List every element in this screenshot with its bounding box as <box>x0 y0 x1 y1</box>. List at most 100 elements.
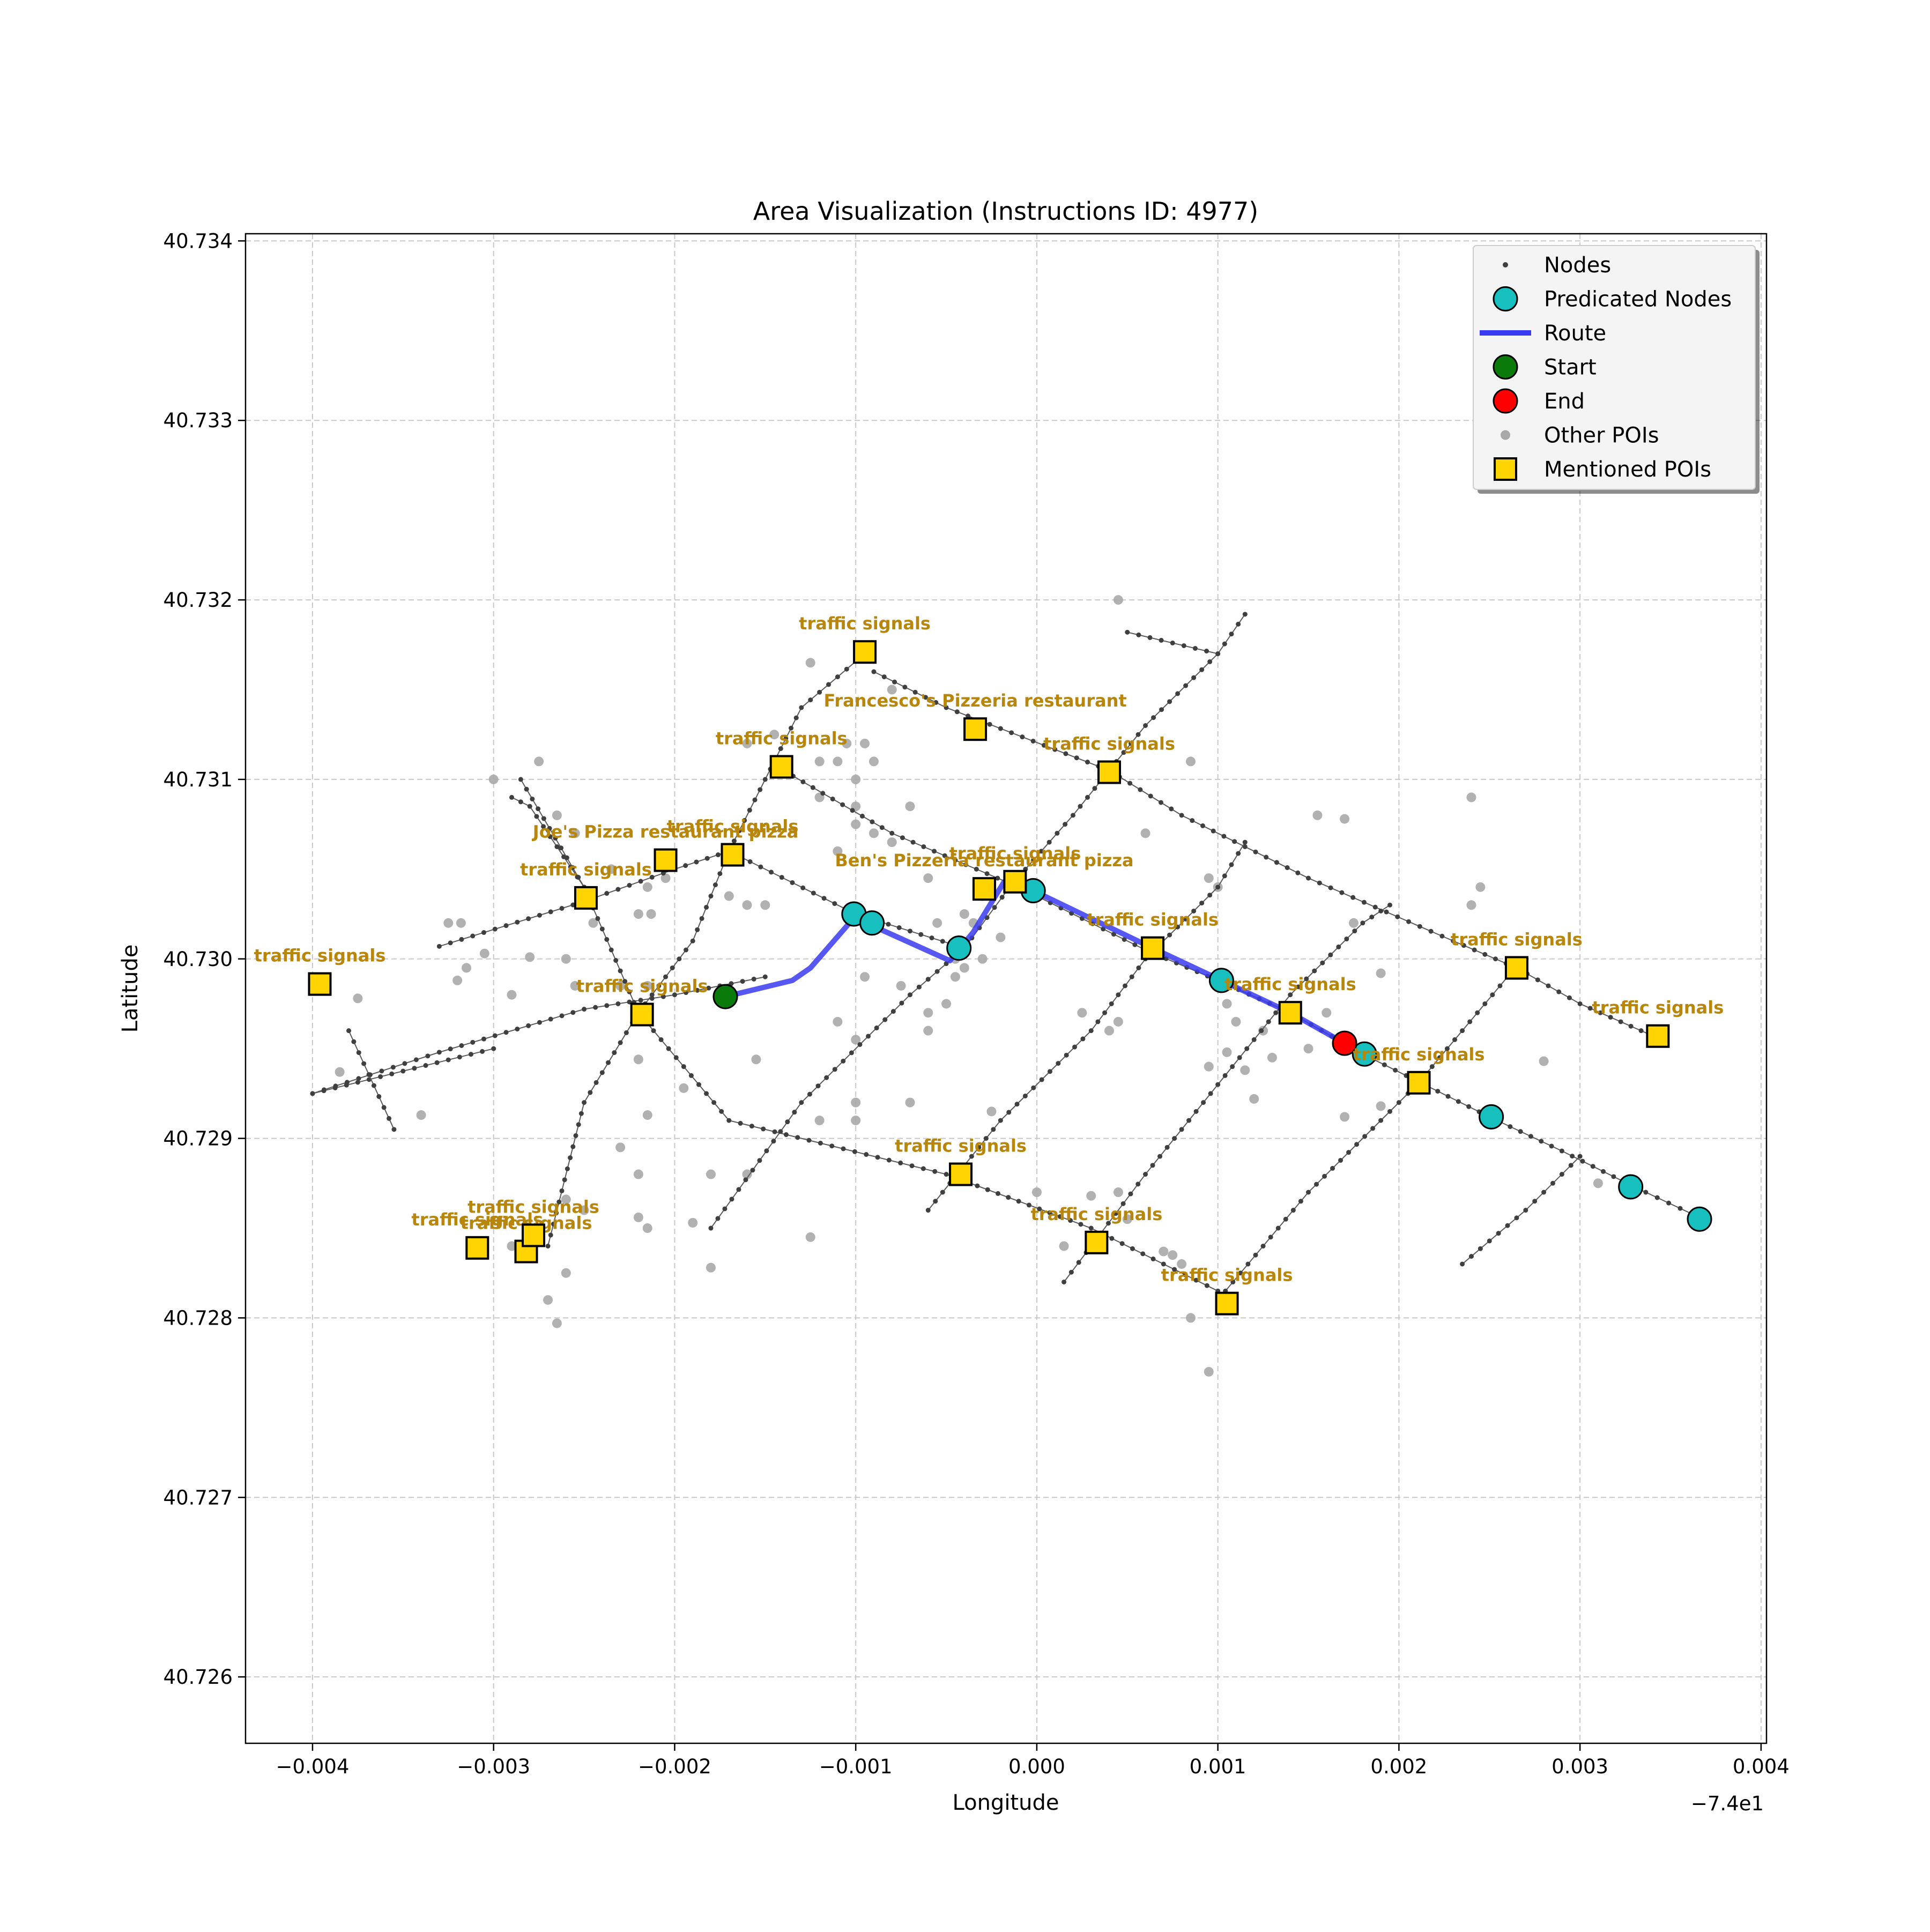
node-point <box>1330 1165 1335 1171</box>
node-point <box>916 984 922 990</box>
node-point <box>1074 755 1079 761</box>
node-point <box>434 1060 440 1065</box>
node-point <box>1138 787 1143 792</box>
other-poi-point <box>579 1205 589 1215</box>
node-point <box>1274 860 1279 865</box>
node-point <box>1452 1037 1458 1042</box>
other-poi-point <box>561 954 571 964</box>
other-poi-point <box>1312 810 1323 820</box>
node-point <box>1451 938 1456 943</box>
mentioned-poi-label: traffic signals <box>520 859 652 880</box>
other-poi-point <box>941 999 952 1009</box>
node-point <box>638 998 643 1003</box>
node-point <box>1128 1191 1133 1197</box>
node-point <box>1159 800 1164 805</box>
node-point <box>1370 1126 1376 1131</box>
other-poi-point <box>833 1016 843 1027</box>
node-point <box>824 1075 829 1080</box>
node-point <box>870 819 875 824</box>
node-point <box>1339 890 1345 895</box>
node-point <box>1088 1225 1094 1231</box>
other-poi-point <box>724 891 734 901</box>
node-point <box>670 965 675 970</box>
node-point <box>1078 1222 1083 1227</box>
node-point <box>457 1054 462 1060</box>
node-point <box>1396 1100 1401 1105</box>
node-point <box>944 1172 949 1177</box>
other-poi-point <box>633 909 643 919</box>
node-point <box>1601 1169 1606 1174</box>
node-point <box>530 796 535 801</box>
node-point <box>459 1043 464 1049</box>
legend-predicated-icon <box>1493 286 1518 311</box>
x-tick-label: 0.004 <box>1733 1755 1790 1778</box>
mentioned-poi-label: traffic signals <box>716 728 848 748</box>
node-point <box>761 1126 766 1132</box>
node-point <box>376 1094 382 1099</box>
other-poi-point <box>1376 968 1386 978</box>
node-point <box>694 859 699 865</box>
node-point <box>1164 1145 1170 1150</box>
node-point <box>1439 933 1445 939</box>
node-point <box>547 834 553 839</box>
node-point <box>660 871 666 876</box>
node-point <box>1296 984 1301 990</box>
node-point <box>1088 1028 1094 1034</box>
node-point <box>889 830 895 836</box>
node-point <box>923 695 928 700</box>
node-point <box>534 814 539 819</box>
node-point <box>1190 818 1195 823</box>
node-point <box>1056 1061 1061 1066</box>
node-point <box>1095 1019 1101 1024</box>
mentioned-poi-marker <box>1215 1291 1239 1316</box>
node-point <box>1577 1154 1583 1159</box>
node-point <box>570 865 575 870</box>
node-point <box>559 905 565 911</box>
y-tick-label: 40.730 <box>164 948 233 971</box>
node-point <box>751 976 756 982</box>
other-poi-point <box>646 909 656 919</box>
node-point <box>1211 828 1216 834</box>
node-point <box>933 700 939 705</box>
node-point <box>1556 989 1562 994</box>
node-point <box>792 1110 797 1115</box>
node-point <box>559 845 564 851</box>
node-point <box>1245 1261 1251 1267</box>
node-point <box>1387 1109 1393 1114</box>
node-point <box>378 1074 383 1079</box>
node-point <box>830 796 835 801</box>
node-point <box>649 992 655 998</box>
other-poi-point <box>1231 1016 1241 1027</box>
predicated-node <box>1479 1104 1504 1130</box>
other-poi-point <box>742 900 752 910</box>
node-point <box>518 799 523 805</box>
node-point <box>568 1155 573 1161</box>
node-point <box>902 685 908 690</box>
node-point <box>1378 1118 1384 1123</box>
node-point <box>1222 1073 1228 1078</box>
node-point <box>879 825 885 830</box>
node-point <box>1159 637 1164 643</box>
node-point <box>1204 1283 1209 1288</box>
node-point <box>1320 960 1325 965</box>
node-point <box>1251 1037 1257 1042</box>
node-point <box>1113 1211 1118 1216</box>
node-point <box>807 1091 812 1097</box>
node-point <box>666 1046 671 1051</box>
node-point <box>1372 904 1378 910</box>
other-poi-point <box>769 730 780 740</box>
other-poi-point <box>1240 1065 1250 1075</box>
node-point <box>1304 976 1309 982</box>
node-point <box>711 1100 717 1105</box>
node-point <box>1417 924 1422 929</box>
node-point <box>1068 1269 1074 1275</box>
node-point <box>1167 932 1172 938</box>
node-point <box>1085 760 1090 765</box>
mentioned-poi-marker <box>1278 1001 1302 1025</box>
other-poi-point <box>1340 1112 1350 1122</box>
other-poi-point <box>1204 1366 1214 1377</box>
node-point <box>351 1039 357 1044</box>
node-point <box>1116 992 1121 998</box>
node-point <box>1026 1202 1031 1208</box>
node-point <box>991 1127 996 1132</box>
